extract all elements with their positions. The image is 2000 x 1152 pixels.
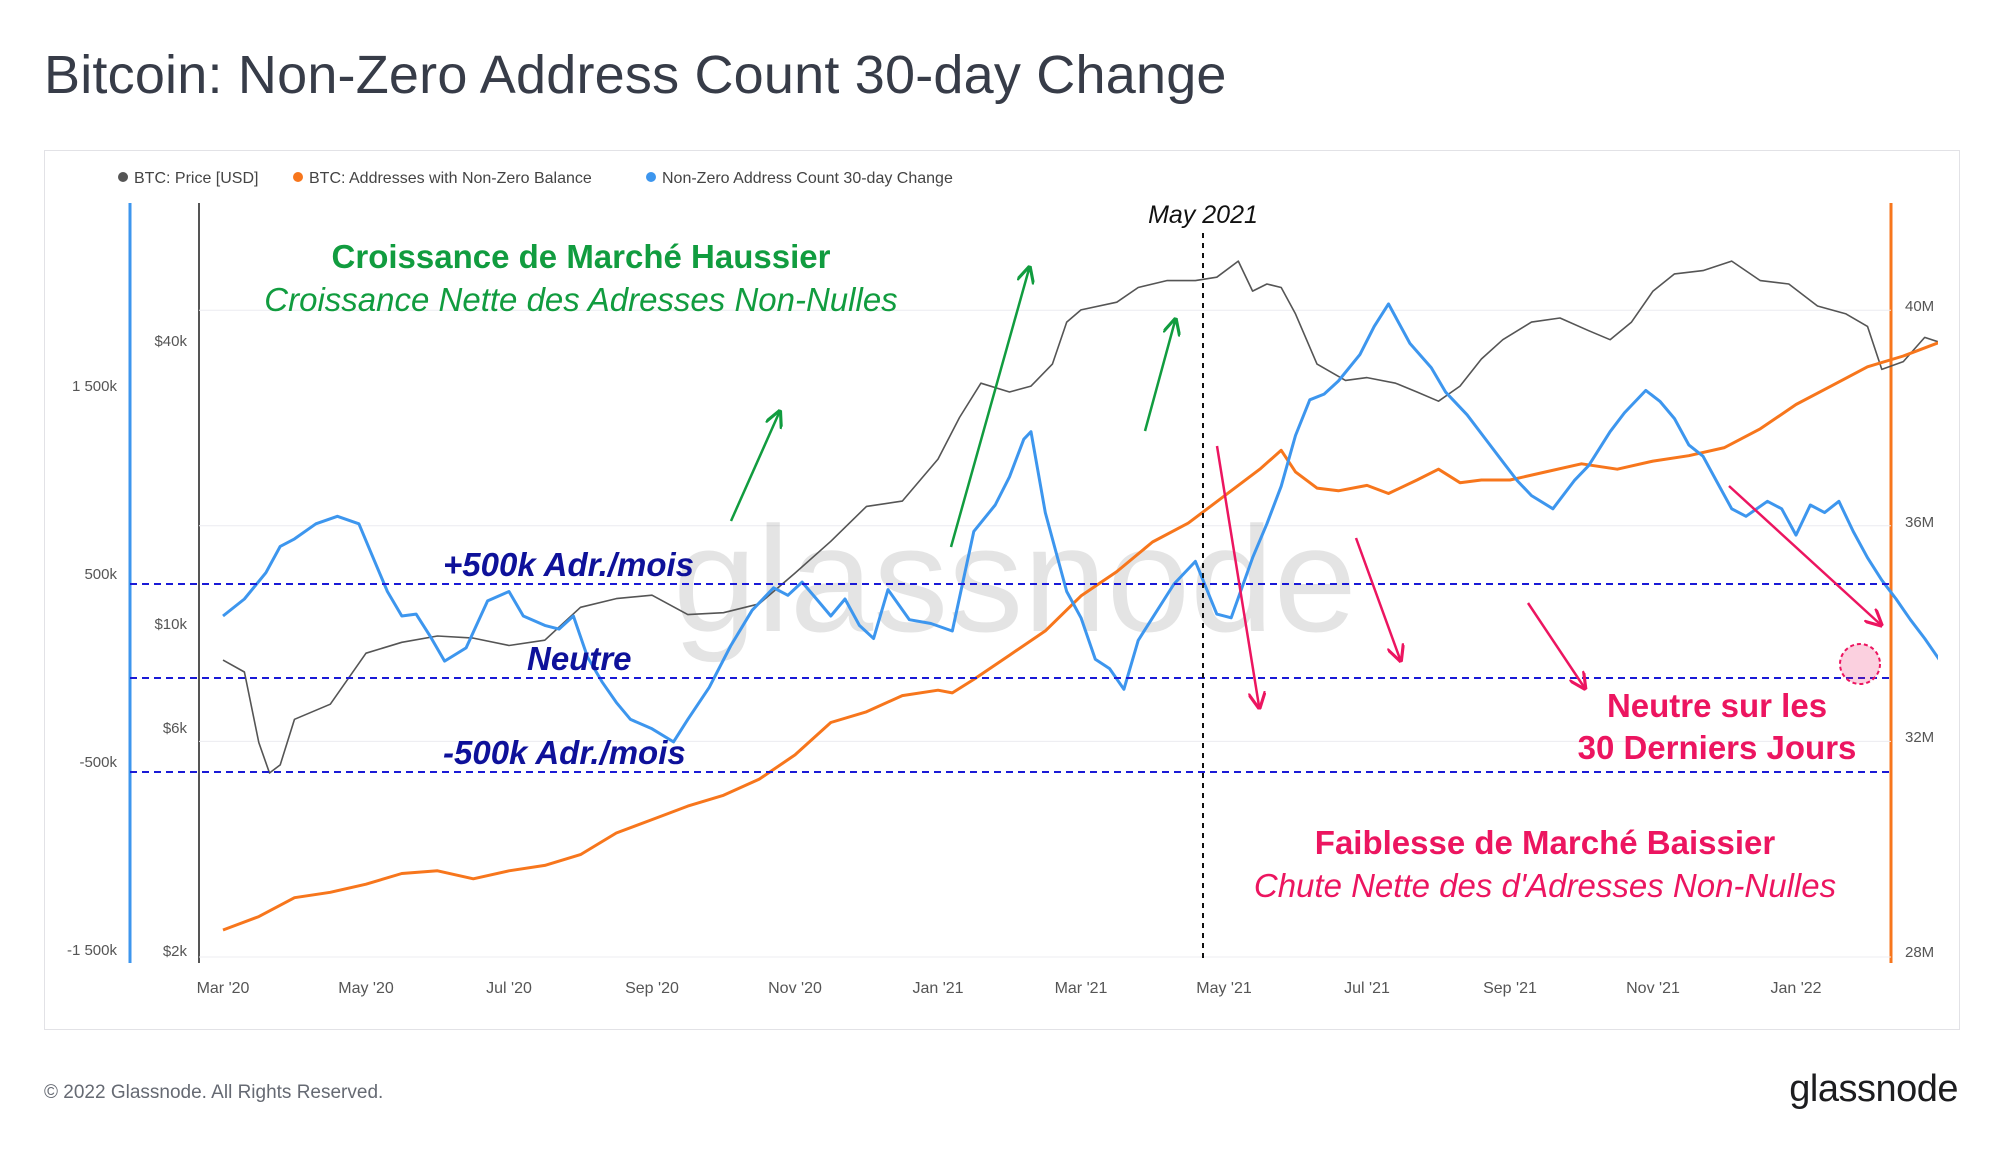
watermark: glassnode [673, 495, 1357, 663]
legend-label-addresses: BTC: Addresses with Non-Zero Balance [309, 170, 592, 187]
price-tick-label: $6k [163, 720, 188, 737]
x-tick-label: Jan '21 [912, 980, 963, 997]
right-tick-label: 40M [1905, 298, 1934, 315]
grid-lines [199, 309, 1891, 958]
bull-title: Croissance de Marché Haussier [332, 238, 831, 275]
left-tick-label: 1 500k [72, 378, 118, 395]
footer-copyright: © 2022 Glassnode. All Rights Reserved. [44, 1082, 384, 1103]
price-axis-ticks: $40k $10k $6k $2k [154, 333, 187, 960]
pink-arrow [1728, 485, 1880, 624]
may-2021-label: May 2021 [1148, 201, 1258, 229]
green-arrow [729, 413, 779, 522]
price-tick-label: $2k [163, 943, 188, 960]
pink-arrow [1215, 445, 1259, 706]
bear-subtitle: Chute Nette des d'Adresses Non-Nulles [1254, 867, 1836, 904]
x-tick-label: May '20 [338, 980, 394, 997]
legend-item-addresses[interactable]: BTC: Addresses with Non-Zero Balance [293, 170, 592, 187]
neutral-label: Neutre [527, 640, 632, 677]
x-tick-label: Jul '21 [1344, 980, 1390, 997]
right-tick-label: 36M [1905, 514, 1934, 531]
chart-svg[interactable]: BTC: Price [USD] BTC: Addresses with Non… [45, 151, 1961, 1031]
recent-highlight-circle [1839, 643, 1881, 685]
legend-item-change[interactable]: Non-Zero Address Count 30-day Change [646, 170, 953, 187]
x-tick-label: Jan '22 [1770, 980, 1821, 997]
legend-label-change: Non-Zero Address Count 30-day Change [662, 170, 953, 187]
right-tick-label: 28M [1905, 944, 1934, 961]
bear-title: Faiblesse de Marché Baissier [1315, 824, 1776, 861]
legend-dot-addresses [293, 172, 303, 182]
pink-arrow [1526, 602, 1584, 687]
annotation-arrows [729, 269, 1881, 706]
glassnode-logo[interactable]: glassnode [1789, 1068, 1958, 1110]
neutral-recent-label-2: 30 Derniers Jours [1578, 729, 1857, 766]
series-line-price[interactable] [222, 260, 1961, 774]
right-axis-ticks: 40M 36M 32M 28M [1905, 298, 1934, 961]
left-tick-label: -1 500k [67, 942, 118, 959]
x-tick-label: Jul '20 [486, 980, 532, 997]
price-tick-label: $40k [154, 333, 187, 350]
x-tick-label: Nov '21 [1626, 980, 1680, 997]
legend-dot-price [118, 172, 128, 182]
x-tick-label: May '21 [1196, 980, 1252, 997]
x-tick-label: Sep '21 [1483, 980, 1537, 997]
plus-500k-label: +500k Adr./mois [443, 546, 694, 583]
right-tick-label: 32M [1905, 729, 1934, 746]
left-tick-label: 500k [84, 566, 117, 583]
legend-item-price[interactable]: BTC: Price [USD] [118, 170, 258, 187]
bull-subtitle: Croissance Nette des Adresses Non-Nulles [264, 281, 897, 318]
legend-dot-change [646, 172, 656, 182]
series-line-addresses[interactable] [222, 341, 1961, 932]
x-tick-label: Nov '20 [768, 980, 822, 997]
x-tick-label: Mar '20 [197, 980, 250, 997]
green-arrow [1143, 321, 1175, 432]
chart-container: BTC: Price [USD] BTC: Addresses with Non… [44, 150, 1960, 1030]
legend-label-price: BTC: Price [USD] [134, 170, 258, 187]
neutral-recent-label-1: Neutre sur les [1607, 687, 1827, 724]
x-tick-label: Mar '21 [1055, 980, 1108, 997]
chart-legend: BTC: Price [USD] BTC: Addresses with Non… [118, 170, 953, 187]
pink-arrow [1354, 537, 1400, 659]
price-tick-label: $10k [154, 616, 187, 633]
left-tick-label: -500k [79, 754, 117, 771]
minus-500k-label: -500k Adr./mois [443, 734, 686, 771]
left-axis-ticks: 1 500k 500k -500k -1 500k [67, 378, 118, 959]
green-arrow [949, 269, 1029, 548]
x-axis-ticks: Mar '20 May '20 Jul '20 Sep '20 Nov '20 … [197, 980, 1822, 997]
x-tick-label: Sep '20 [625, 980, 679, 997]
page-title: Bitcoin: Non-Zero Address Count 30-day C… [44, 45, 1227, 105]
